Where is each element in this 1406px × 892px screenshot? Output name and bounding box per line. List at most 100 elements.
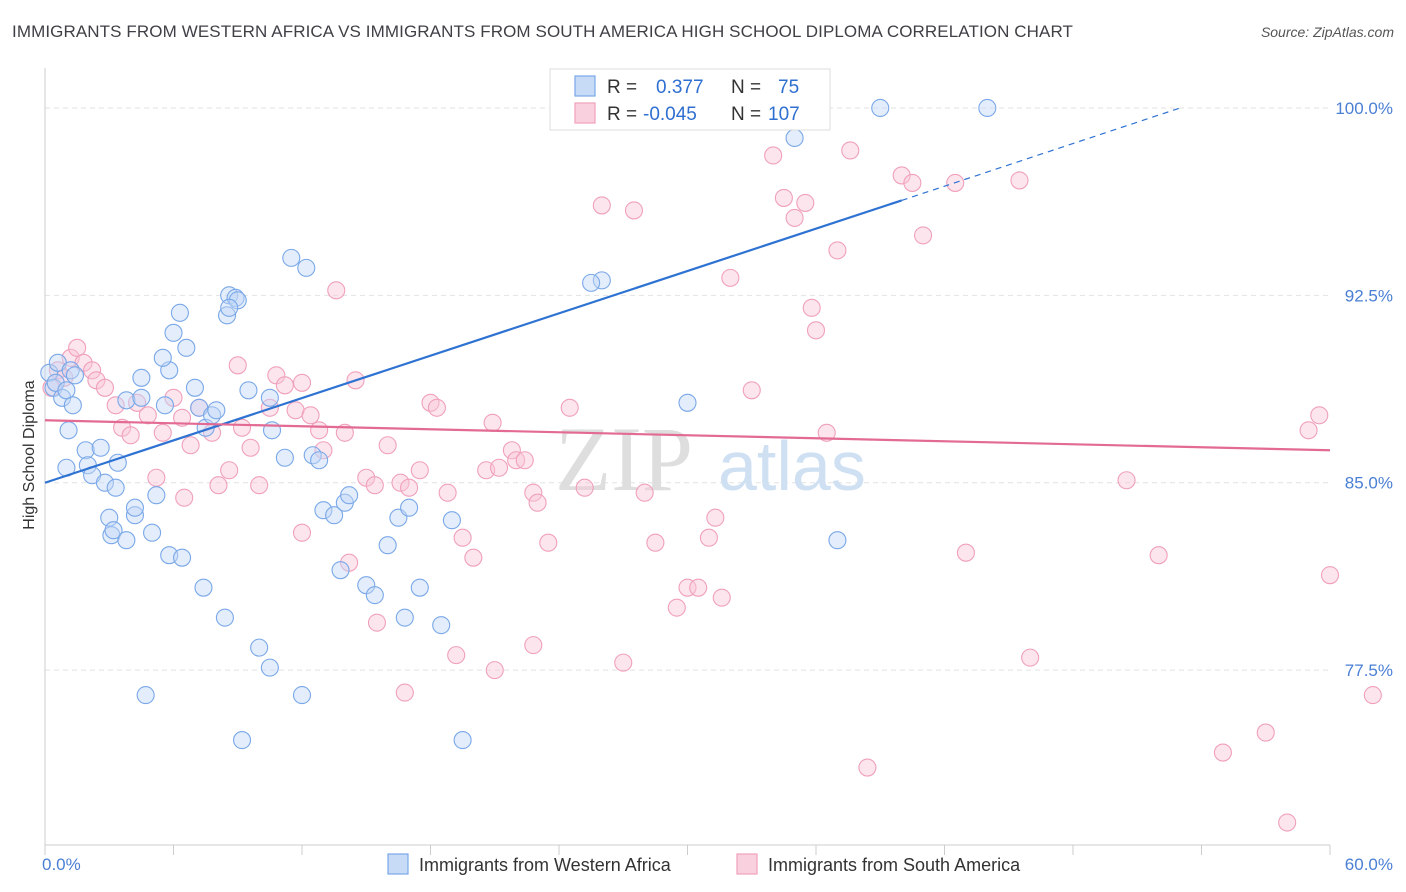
south-america-point [614,653,633,672]
western-africa-point [871,98,890,118]
watermark: ZIP atlas [555,408,866,510]
south-america-point [1278,813,1297,832]
south-america-point [592,196,611,215]
south-america-point [575,478,594,497]
south-america-point [802,298,821,317]
western-africa-point [592,271,611,290]
western-africa-point [164,323,183,342]
western-africa-point [275,448,294,467]
south-america-point [635,483,654,502]
western-africa-point [173,548,192,567]
western-africa-point [217,306,237,325]
south-america-point [464,548,483,567]
south-america-point [447,646,466,665]
western-africa-point [395,608,414,627]
western-africa-point [91,438,110,457]
south-america-point [121,426,140,445]
south-america-point [250,476,269,495]
chart-title: IMMIGRANTS FROM WESTERN AFRICA VS IMMIGR… [12,22,1074,41]
legend-n-value-1: 75 [778,77,799,98]
south-america-point [712,588,731,607]
western-africa-point [155,396,174,415]
south-america-point [181,436,200,455]
south-america-point [624,201,644,220]
legend-r-value-2: -0.045 [643,104,697,125]
western-africa-point [125,498,144,517]
south-america-point [1149,546,1168,565]
legend-n-label-2: N = [731,104,761,125]
western-africa-point [108,453,127,472]
south-america-point [1256,723,1275,742]
western-africa-point [400,498,419,517]
south-america-point [678,578,697,597]
south-america-point [395,683,414,702]
south-america-point [228,356,247,375]
western-africa-point [57,381,76,400]
south-america-point [391,473,410,492]
western-africa-point [117,391,136,410]
south-america-point [83,361,102,380]
western-africa-point [59,421,78,440]
western-africa-point [314,501,333,520]
south-america-point [292,373,312,392]
south-america-point [774,188,793,207]
trend-line-western-africa [44,199,903,484]
legend-r-label-2: R = [607,104,637,125]
south-america-point [956,543,975,562]
trend-line-western-africa-extension [901,107,1181,201]
bottom-legend-label-pink: Immigrants from South America [768,855,1021,875]
western-africa-point [785,128,804,148]
south-america-point [438,483,457,502]
western-africa-point [978,98,997,118]
south-america-point [1021,648,1040,667]
western-africa-point [442,511,461,530]
western-africa-point [170,303,189,322]
south-america-point [68,338,87,357]
south-america-point [400,478,419,497]
south-america-point [489,458,509,477]
south-america-point [173,408,192,427]
y-tick-label: 77.5% [1345,661,1393,680]
western-africa-point [340,486,359,505]
western-africa-point [95,473,115,492]
western-africa-point [207,401,226,420]
south-america-point [914,226,933,245]
western-africa-point [117,531,136,550]
western-africa-point [65,366,85,385]
trend-line-south-america [44,419,1331,452]
south-america-point [817,423,836,442]
western-africa-point [232,731,252,750]
bottom-legend-label-blue: Immigrants from Western Africa [419,855,672,875]
south-america-point [209,476,228,495]
western-africa-point [132,368,151,387]
south-america-point [560,398,579,417]
south-america-point [367,613,387,632]
south-america-point [1010,171,1029,190]
south-america-point [106,396,125,415]
south-america-point [858,758,877,777]
western-africa-point [239,381,258,400]
south-america-point [524,636,543,655]
south-america-point [153,423,172,442]
bottom-legend: Immigrants from Western Africa Immigrant… [387,853,1021,875]
western-africa-point [147,486,166,505]
y-tick-label: 92.5% [1345,286,1393,305]
western-africa-point [828,531,847,550]
western-africa-point [143,523,162,542]
western-africa-point [297,258,316,277]
western-africa-point [292,686,312,705]
bottom-legend-swatch-blue [387,853,409,875]
south-america-point [175,488,194,507]
western-africa-point [678,393,697,412]
south-america-point [667,598,686,617]
south-america-point [485,661,504,680]
legend-r-label-1: R = [607,77,637,98]
south-america-point [286,401,305,420]
south-america-point [528,493,547,512]
western-africa-point [582,273,601,292]
south-america-point [147,468,166,487]
south-america-point [483,413,502,432]
y-tick-labels: 77.5% 85.0% 92.5% 100.0% [1335,99,1393,680]
south-america-point [310,421,329,440]
south-america-point [1310,406,1329,425]
